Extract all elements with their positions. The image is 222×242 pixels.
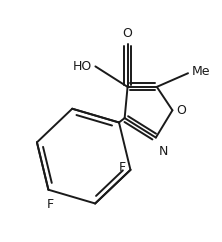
- Text: N: N: [159, 145, 168, 158]
- Text: F: F: [47, 197, 54, 211]
- Text: Me: Me: [192, 65, 210, 78]
- Text: O: O: [123, 27, 133, 40]
- Text: HO: HO: [72, 60, 91, 73]
- Text: F: F: [119, 161, 126, 174]
- Text: O: O: [176, 104, 186, 117]
